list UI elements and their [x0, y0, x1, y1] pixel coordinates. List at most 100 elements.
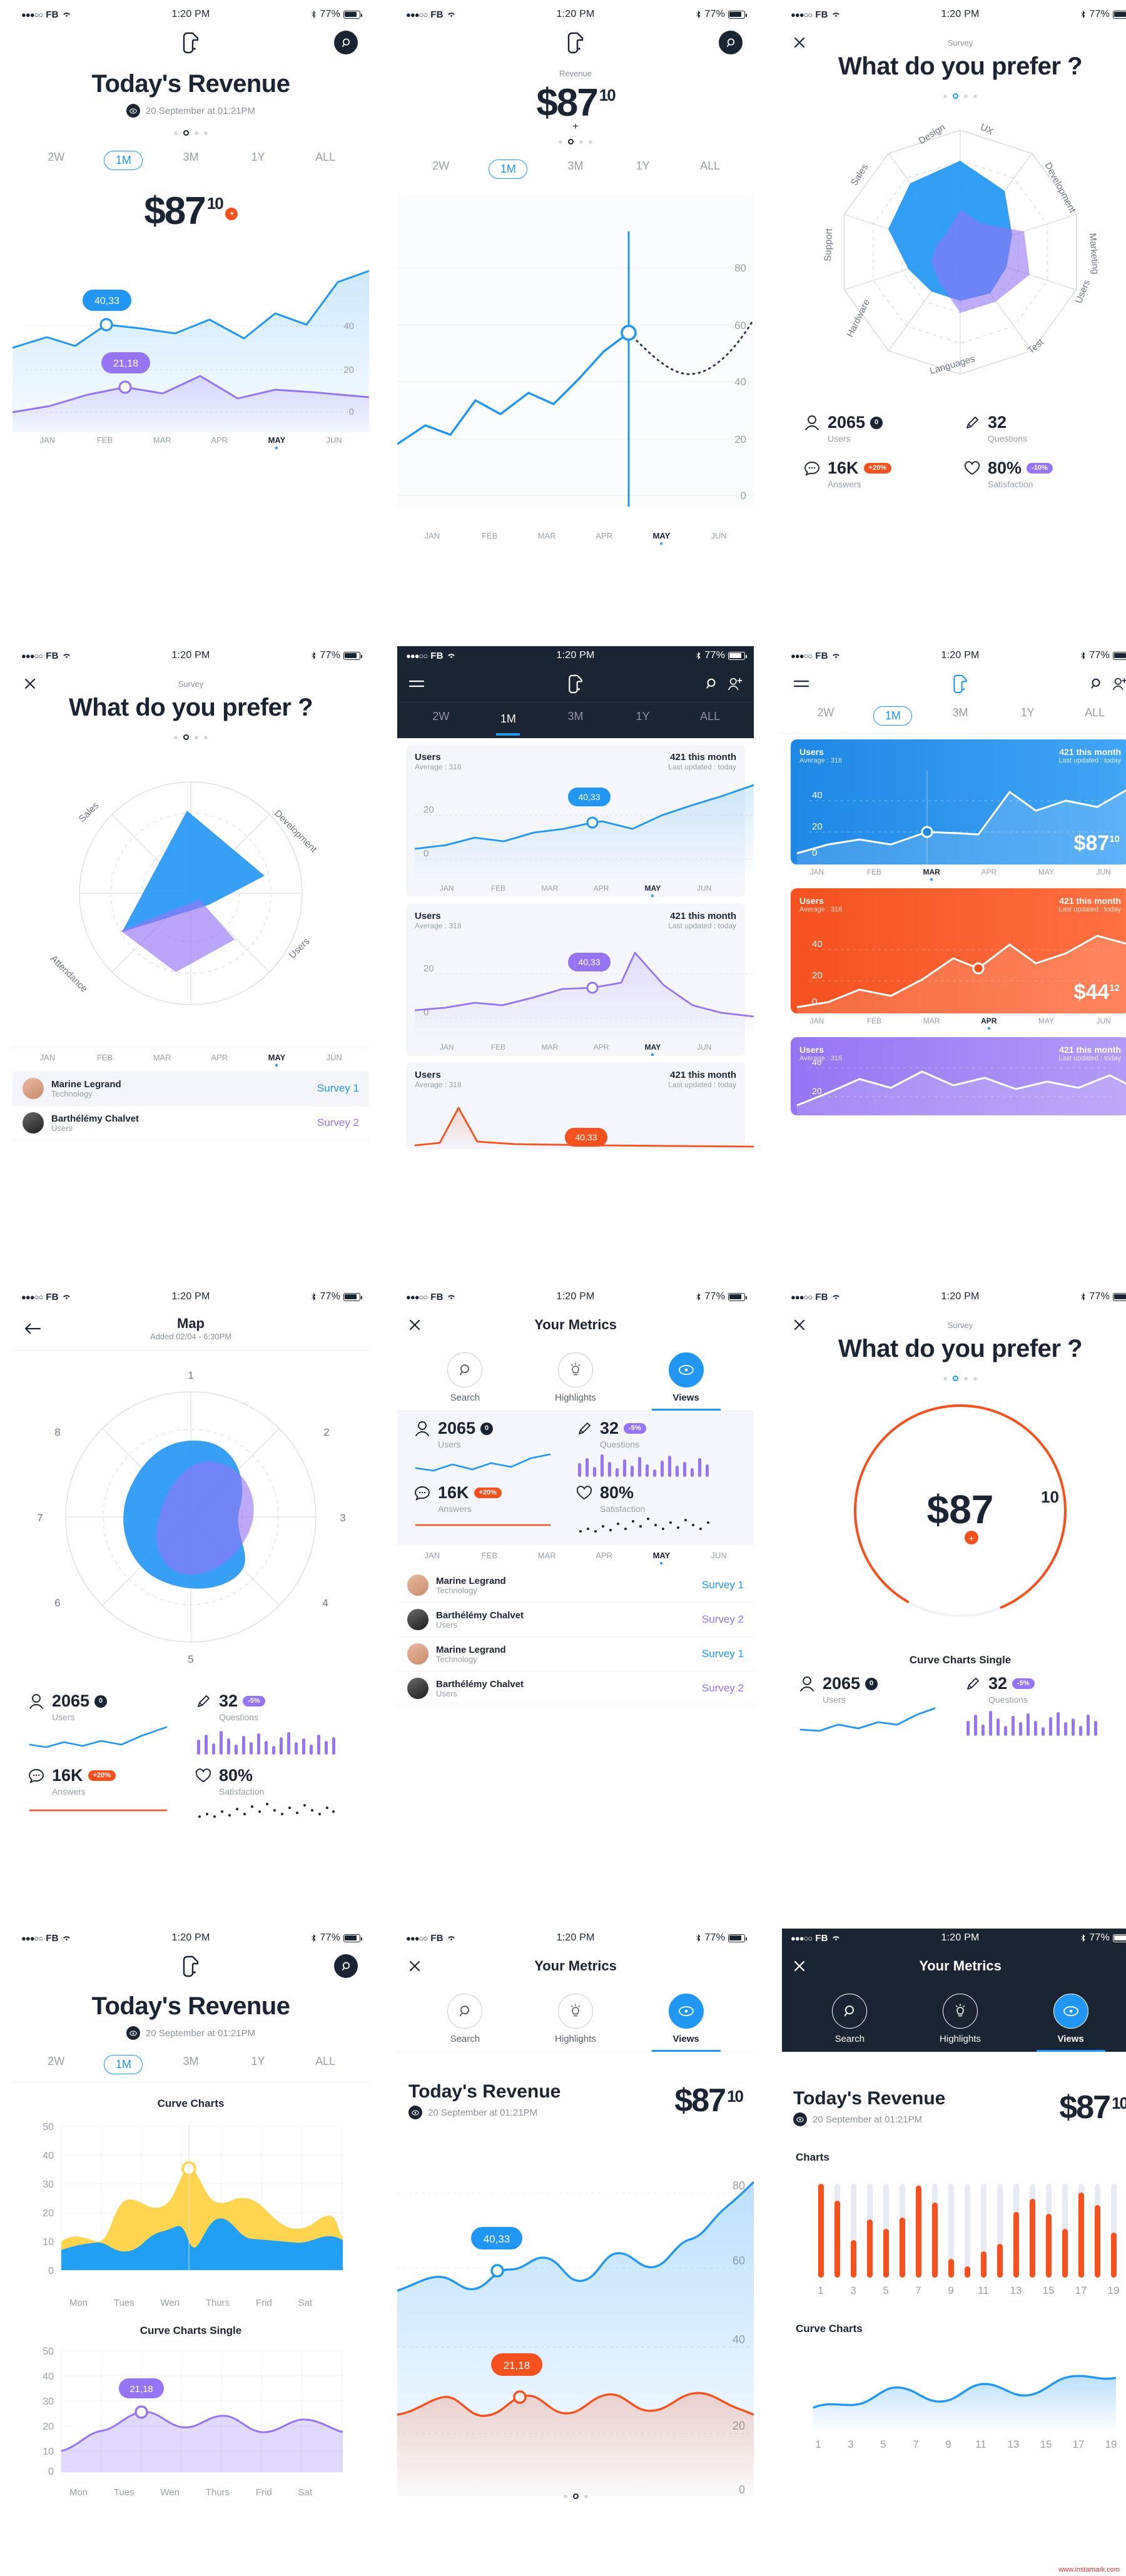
range-1m[interactable]: 1M [489, 160, 528, 179]
metric-card-blue[interactable]: Users Average : 318 421 this month Last up… [406, 744, 754, 897]
back-button[interactable] [24, 1323, 41, 1334]
menu-button[interactable] [408, 679, 425, 689]
list-item[interactable]: Barthélémy Chalvet Users Survey 2 [397, 1671, 754, 1706]
color-card-orange[interactable]: Users Average : 318 421 this month Last up… [791, 888, 1126, 1013]
close-button[interactable] [408, 1319, 421, 1331]
tab-views[interactable]: Views [651, 1994, 721, 2052]
range-tabs[interactable]: 2W 1M 3M 1Y ALL [397, 160, 754, 179]
stat-badge: 0 [94, 1695, 108, 1708]
range-tabs[interactable]: 2W 1M 3M 1Y ALL [397, 710, 754, 737]
metric-card-orange[interactable]: Users Average : 318 421 this month Last up… [406, 1062, 754, 1150]
tooltip-purple-label: 21,18 [113, 358, 138, 369]
list-item[interactable]: Barthélémy Chalvet Users Survey 2 [13, 1106, 369, 1141]
list-item-action[interactable]: Survey 2 [701, 1682, 744, 1695]
tab-highlights[interactable]: Highlights [541, 1352, 610, 1411]
range-1m[interactable]: 1M [873, 706, 913, 726]
list-item-action[interactable]: Survey 2 [701, 1613, 744, 1626]
menu-button[interactable] [793, 679, 809, 689]
eye-icon [678, 1365, 694, 1375]
list-item[interactable]: Marine Legrand Technology Survey 1 [397, 1637, 754, 1672]
range-tabs[interactable]: 2W 1M 3M 1Y ALL [782, 706, 1126, 734]
month-may: MAY [642, 531, 681, 545]
add-user-button[interactable] [728, 677, 743, 691]
search-button[interactable] [719, 31, 743, 54]
range-2w[interactable]: 2W [432, 160, 450, 172]
range-1m[interactable]: 1M [104, 151, 143, 170]
range-1y[interactable]: 1Y [1020, 706, 1035, 719]
range-all[interactable]: ALL [1085, 706, 1105, 719]
metric-card-purple[interactable]: Users Average : 318 421 this month Last up… [406, 903, 754, 1057]
list-item-action[interactable]: Survey 1 [701, 1648, 744, 1660]
range-3m[interactable]: 3M [567, 160, 584, 172]
page-dots[interactable] [13, 734, 369, 740]
close-button[interactable] [24, 677, 36, 690]
color-card-purple[interactable]: Users Average : 318 421 this month Last up… [791, 1037, 1126, 1116]
range-2w[interactable]: 2W [432, 710, 450, 723]
metric-tabs[interactable]: Search Highlights Views [397, 1344, 754, 1411]
search-button[interactable] [705, 677, 718, 690]
tab-views[interactable]: Views [1036, 1994, 1105, 2052]
month-mar: MAR [153, 1053, 171, 1062]
range-all[interactable]: ALL [315, 151, 336, 163]
stat-block-answers: 16K +20% Answers [28, 1767, 187, 1824]
close-button[interactable] [793, 36, 806, 49]
range-1y[interactable]: 1Y [636, 710, 650, 723]
tab-search[interactable]: Search [430, 1994, 499, 2052]
metric-tabs[interactable]: Search Highlights Views [397, 1985, 754, 2052]
range-all[interactable]: ALL [700, 160, 721, 172]
page-dots[interactable] [13, 130, 369, 136]
battery-percent: 77% [1089, 1932, 1110, 1943]
battery-percent: 77% [1089, 1291, 1110, 1302]
search-button[interactable] [334, 31, 358, 54]
battery-percent: 77% [704, 1291, 726, 1302]
pencil-icon [963, 414, 981, 432]
search-button[interactable] [334, 1954, 358, 1978]
range-2w[interactable]: 2W [48, 151, 65, 163]
tab-highlights[interactable]: Highlights [926, 1994, 995, 2052]
range-3m[interactable]: 3M [183, 2055, 199, 2067]
tab-highlights[interactable]: Highlights [541, 1994, 610, 2052]
range-all[interactable]: ALL [315, 2055, 336, 2067]
color-card-blue[interactable]: Users Average : 318 421 this month Last up… [791, 739, 1126, 865]
close-button[interactable] [408, 1960, 421, 1972]
close-button[interactable] [793, 1319, 806, 1331]
range-tabs[interactable]: 2W 1M 3M 1Y ALL [13, 2055, 369, 2082]
range-1y[interactable]: 1Y [251, 151, 265, 163]
card-average: Average : 318 [415, 921, 462, 930]
range-3m[interactable]: 3M [183, 151, 199, 163]
list-item-action[interactable]: Survey 1 [317, 1082, 359, 1095]
clock: 1:20 PM [171, 1291, 210, 1302]
range-1m[interactable]: 1M [489, 710, 527, 736]
svg-text:8: 8 [54, 1426, 60, 1438]
svg-text:0: 0 [812, 848, 817, 858]
add-user-button[interactable] [1112, 677, 1126, 691]
metric-tabs[interactable]: Search Highlights Views [782, 1985, 1126, 2052]
close-button[interactable] [793, 1960, 806, 1972]
month-jun: JUN [326, 435, 342, 445]
list-item-action[interactable]: Survey 2 [317, 1117, 359, 1129]
carrier-label: FB [815, 1291, 828, 1302]
page-dots[interactable] [397, 139, 754, 145]
range-2w[interactable]: 2W [48, 2055, 65, 2067]
card-title: Users [799, 895, 824, 906]
list-item[interactable]: Barthélémy Chalvet Users Survey 2 [397, 1603, 754, 1638]
list-item[interactable]: Marine Legrand Technology Survey 1 [397, 1568, 754, 1603]
list-item-action[interactable]: Survey 1 [701, 1579, 744, 1591]
range-1y[interactable]: 1Y [636, 160, 650, 172]
page-dots[interactable] [782, 93, 1126, 99]
range-1y[interactable]: 1Y [251, 2055, 265, 2067]
list-item[interactable]: Marine Legrand Technology Survey 1 [13, 1072, 369, 1107]
range-3m[interactable]: 3M [952, 706, 968, 719]
page-dots[interactable] [782, 1376, 1126, 1381]
tab-views[interactable]: Views [651, 1352, 721, 1411]
section-title-charts: Charts [796, 2151, 829, 2163]
page-dots[interactable] [397, 2493, 754, 2499]
range-3m[interactable]: 3M [567, 710, 584, 723]
range-2w[interactable]: 2W [817, 706, 834, 719]
range-tabs[interactable]: 2W 1M 3M 1Y ALL [13, 151, 369, 170]
search-button[interactable] [1090, 677, 1102, 690]
tab-search[interactable]: Search [430, 1352, 499, 1411]
tab-search[interactable]: Search [815, 1994, 884, 2052]
range-all[interactable]: ALL [700, 710, 721, 723]
range-1m[interactable]: 1M [104, 2055, 143, 2074]
